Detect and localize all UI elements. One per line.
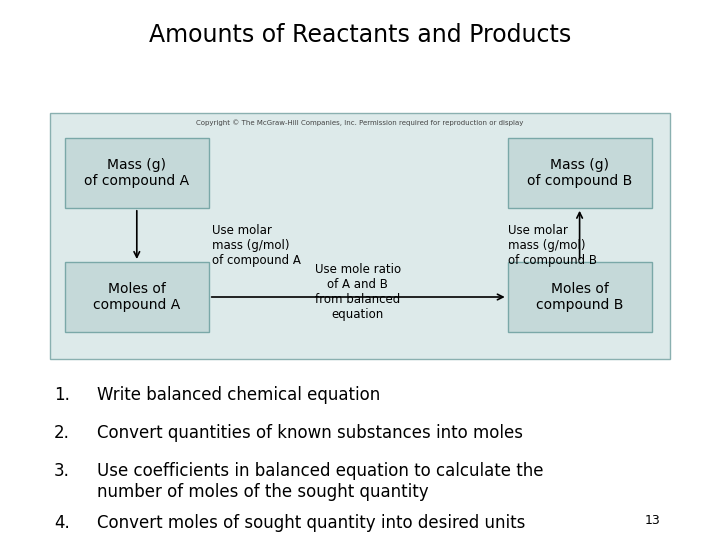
Text: Moles of
compound A: Moles of compound A [93, 282, 181, 312]
Text: Mass (g)
of compound B: Mass (g) of compound B [527, 158, 632, 188]
Text: 13: 13 [644, 514, 660, 527]
Text: 1.: 1. [54, 386, 70, 404]
Bar [508, 262, 652, 332]
Text: Convert quantities of known substances into moles: Convert quantities of known substances i… [97, 424, 523, 442]
Bar [65, 262, 209, 332]
Text: Convert moles of sought quantity into desired units: Convert moles of sought quantity into de… [97, 514, 526, 532]
Text: Write balanced chemical equation: Write balanced chemical equation [97, 386, 380, 404]
Text: 2.: 2. [54, 424, 70, 442]
Text: Copyright © The McGraw-Hill Companies, Inc. Permission required for reproduction: Copyright © The McGraw-Hill Companies, I… [197, 120, 523, 126]
Bar [50, 113, 670, 359]
Text: 3.: 3. [54, 462, 70, 480]
Text: 4.: 4. [54, 514, 70, 532]
Text: Amounts of Reactants and Products: Amounts of Reactants and Products [149, 23, 571, 47]
Text: Use coefficients in balanced equation to calculate the: Use coefficients in balanced equation to… [97, 462, 544, 480]
Text: Use molar
mass (g/mol)
of compound B: Use molar mass (g/mol) of compound B [508, 224, 597, 267]
Text: Moles of
compound B: Moles of compound B [536, 282, 624, 312]
Text: number of moles of the sought quantity: number of moles of the sought quantity [97, 483, 429, 501]
Bar [65, 138, 209, 208]
Text: Use mole ratio
of A and B
from balanced
equation: Use mole ratio of A and B from balanced … [315, 262, 401, 321]
Text: Mass (g)
of compound A: Mass (g) of compound A [84, 158, 189, 188]
Bar [508, 138, 652, 208]
Text: Use molar
mass (g/mol)
of compound A: Use molar mass (g/mol) of compound A [212, 224, 301, 267]
